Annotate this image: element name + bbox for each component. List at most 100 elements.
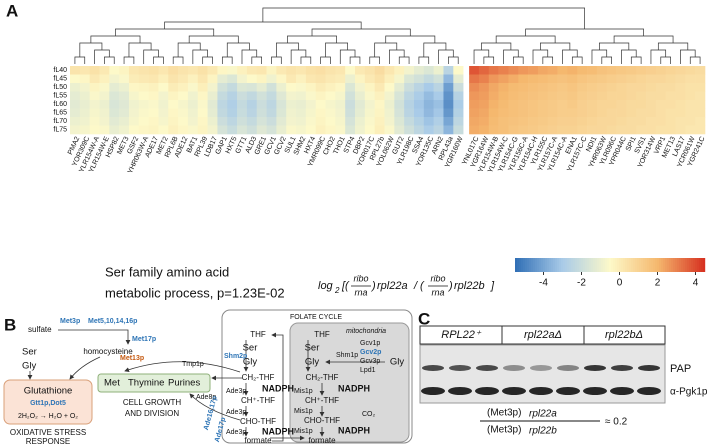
heatmap-cell bbox=[616, 108, 627, 118]
heatmap-cell bbox=[70, 100, 81, 109]
heatmap-cell bbox=[685, 74, 696, 84]
heatmap-cell bbox=[217, 66, 228, 75]
diagram-label: Gly bbox=[22, 361, 37, 372]
heatmap-cell bbox=[305, 108, 317, 118]
diagram-label: Met13p bbox=[120, 355, 144, 362]
heatmap-cell bbox=[655, 108, 666, 118]
heatmap-cell bbox=[685, 108, 696, 118]
colorbar-slice bbox=[639, 258, 642, 272]
heatmap-cell bbox=[364, 108, 375, 118]
heatmap-cell bbox=[305, 66, 317, 75]
heatmap-cell bbox=[508, 83, 519, 92]
heatmap-cell bbox=[655, 74, 666, 84]
heatmap-cell bbox=[616, 74, 627, 84]
heatmap-cell bbox=[178, 74, 189, 84]
heatmap-cell bbox=[89, 83, 100, 92]
heatmap-cell bbox=[345, 108, 356, 118]
colorbar-slice bbox=[613, 258, 616, 272]
dendrogram-link bbox=[300, 56, 312, 64]
heatmap-cell bbox=[587, 125, 598, 135]
dendrogram-link bbox=[542, 56, 554, 64]
blot-band bbox=[556, 387, 580, 395]
heatmap-cell bbox=[646, 125, 657, 135]
heatmap-cell bbox=[384, 125, 395, 135]
heatmap-cell bbox=[70, 91, 81, 101]
heatmap-cell bbox=[577, 117, 588, 126]
heatmap-cell bbox=[528, 74, 539, 84]
heatmap-cell bbox=[237, 100, 248, 109]
colorbar-slice bbox=[699, 258, 702, 272]
blot-band bbox=[637, 387, 661, 395]
heatmap-cell bbox=[374, 66, 385, 75]
diagram-label: Ade8p bbox=[196, 394, 216, 401]
heatmap-cell bbox=[665, 125, 676, 135]
heatmap-cell bbox=[665, 108, 676, 118]
heatmap-cell bbox=[217, 100, 228, 109]
dendrogram-link bbox=[540, 42, 571, 50]
diagram-label: Ser bbox=[22, 347, 37, 358]
heatmap-cell bbox=[626, 91, 637, 101]
heatmap-cell bbox=[675, 91, 686, 101]
heatmap-cell bbox=[246, 100, 258, 109]
colorbar-slice bbox=[579, 258, 582, 272]
blot-band bbox=[610, 387, 634, 395]
colorbar-slice bbox=[615, 258, 618, 272]
colorbar-slice bbox=[557, 258, 560, 272]
heatmap-cell bbox=[675, 66, 686, 75]
heatmap-cell bbox=[675, 74, 686, 84]
diagram-label: Ser bbox=[243, 343, 258, 354]
heatmap-cell bbox=[384, 100, 395, 109]
heatmap-cell bbox=[384, 117, 395, 126]
colorbar-slice bbox=[689, 258, 692, 272]
heatmap-cell bbox=[119, 117, 130, 126]
heatmap-cell bbox=[335, 83, 346, 92]
row-label: fL60 bbox=[53, 101, 67, 108]
heatmap-cell bbox=[498, 100, 509, 109]
heatmap-cell bbox=[99, 117, 110, 126]
heatmap-cell bbox=[148, 66, 159, 75]
heatmap-cell bbox=[488, 66, 499, 75]
colorbar-slice bbox=[545, 258, 548, 272]
dendrogram-link bbox=[613, 35, 674, 43]
diagram-label: Met17p bbox=[132, 336, 156, 343]
heatmap-cell bbox=[246, 83, 258, 92]
heatmap-cell bbox=[655, 91, 666, 101]
heatmap-cell bbox=[364, 74, 375, 84]
colorbar-slice bbox=[649, 258, 652, 272]
heatmap-cell bbox=[286, 108, 297, 118]
heatmap-cell bbox=[315, 100, 326, 109]
colorbar-slice bbox=[609, 258, 612, 272]
heatmap-cell bbox=[364, 117, 375, 126]
formula-part: rna bbox=[354, 287, 367, 297]
heatmap-cell bbox=[488, 100, 499, 109]
heatmap-cell bbox=[557, 74, 568, 84]
colorbar-slice bbox=[593, 258, 596, 272]
heatmap-cell bbox=[488, 125, 499, 135]
heatmap-cell bbox=[404, 100, 415, 109]
heatmap-cell bbox=[528, 117, 539, 126]
heatmap-cell bbox=[355, 108, 366, 118]
heatmap-cell bbox=[518, 125, 529, 135]
colorbar-slice bbox=[565, 258, 568, 272]
colorbar-slice bbox=[647, 258, 650, 272]
heatmap-cell bbox=[453, 83, 464, 92]
colorbar-slice bbox=[527, 258, 530, 272]
diagram-label: formate bbox=[308, 436, 336, 444]
heatmap-cell bbox=[518, 83, 529, 92]
heatmap-cell bbox=[109, 74, 120, 84]
heatmap-cell bbox=[636, 117, 647, 126]
dendrogram-link bbox=[660, 56, 671, 64]
heatmap-cell bbox=[187, 100, 199, 109]
heatmap-cell bbox=[577, 125, 588, 135]
diagram-label: CH⁺-THF bbox=[305, 396, 339, 405]
heatmap-cell bbox=[79, 83, 90, 92]
colorbar-slice bbox=[697, 258, 700, 272]
heatmap-cell bbox=[276, 66, 287, 75]
heatmap-cell bbox=[109, 66, 120, 75]
heatmap-cell bbox=[276, 125, 287, 135]
heatmap-cell bbox=[384, 66, 395, 75]
blot-band bbox=[476, 365, 498, 371]
heatmap-cell bbox=[665, 117, 676, 126]
heatmap-cell bbox=[355, 66, 366, 75]
